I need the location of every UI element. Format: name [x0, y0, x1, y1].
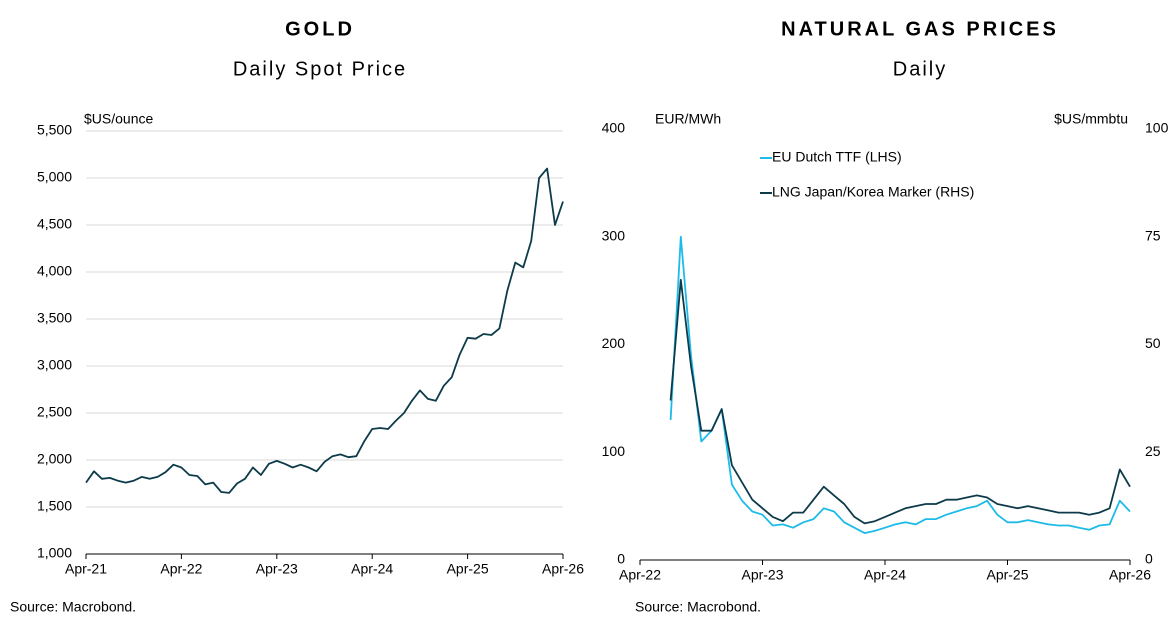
- y-tick-label: 200: [602, 335, 626, 351]
- y-tick-label: 0: [617, 551, 625, 567]
- y-tick-label: 4,500: [37, 216, 72, 232]
- y-tick-label: 1,000: [37, 545, 72, 561]
- y-tick-label: 4,000: [37, 263, 72, 279]
- x-tick-label: Apr-22: [160, 561, 202, 577]
- x-tick-label: Apr-23: [741, 567, 783, 583]
- y-tick-label: 5,500: [37, 122, 72, 138]
- x-tick-label: Apr-26: [542, 561, 584, 577]
- y2-tick-label: 75: [1145, 227, 1161, 243]
- source: Source: Macrobond.: [10, 599, 136, 615]
- y-tick-label: 400: [602, 120, 626, 136]
- chart-title: GOLD: [285, 18, 355, 40]
- chart-subtitle: Daily: [893, 58, 947, 80]
- y2-tick-label: 0: [1145, 551, 1153, 567]
- y-axis-label: EUR/MWh: [655, 111, 721, 127]
- source: Source: Macrobond.: [635, 599, 761, 615]
- line-series: [669, 278, 1131, 525]
- y-tick-label: 300: [602, 227, 626, 243]
- y-axis-label: $US/ounce: [84, 111, 153, 127]
- x-tick-label: Apr-21: [65, 561, 107, 577]
- y-tick-label: 3,500: [37, 310, 72, 326]
- y-tick-label: 5,000: [37, 169, 72, 185]
- x-tick-label: Apr-24: [864, 567, 906, 583]
- y-tick-label: 1,500: [37, 498, 72, 514]
- x-tick-label: Apr-26: [1109, 567, 1151, 583]
- chart-title: NATURAL GAS PRICES: [781, 18, 1059, 40]
- y-tick-label: 2,000: [37, 451, 72, 467]
- x-tick-label: Apr-24: [351, 561, 393, 577]
- y-tick-label: 2,500: [37, 404, 72, 420]
- line-series: [85, 167, 564, 494]
- y2-axis-label: $US/mmbtu: [1054, 111, 1128, 127]
- x-tick-label: Apr-25: [986, 567, 1028, 583]
- y2-tick-label: 25: [1145, 443, 1161, 459]
- y-tick-label: 100: [602, 443, 626, 459]
- y-tick-label: 3,000: [37, 357, 72, 373]
- legend-label: EU Dutch TTF (LHS): [772, 149, 902, 165]
- x-tick-label: Apr-25: [447, 561, 489, 577]
- y2-tick-label: 100: [1145, 120, 1169, 136]
- line-series: [669, 235, 1131, 534]
- y2-tick-label: 50: [1145, 335, 1161, 351]
- x-tick-label: Apr-23: [256, 561, 298, 577]
- chart-subtitle: Daily Spot Price: [233, 58, 407, 80]
- legend-label: LNG Japan/Korea Marker (RHS): [772, 184, 974, 200]
- x-tick-label: Apr-22: [619, 567, 661, 583]
